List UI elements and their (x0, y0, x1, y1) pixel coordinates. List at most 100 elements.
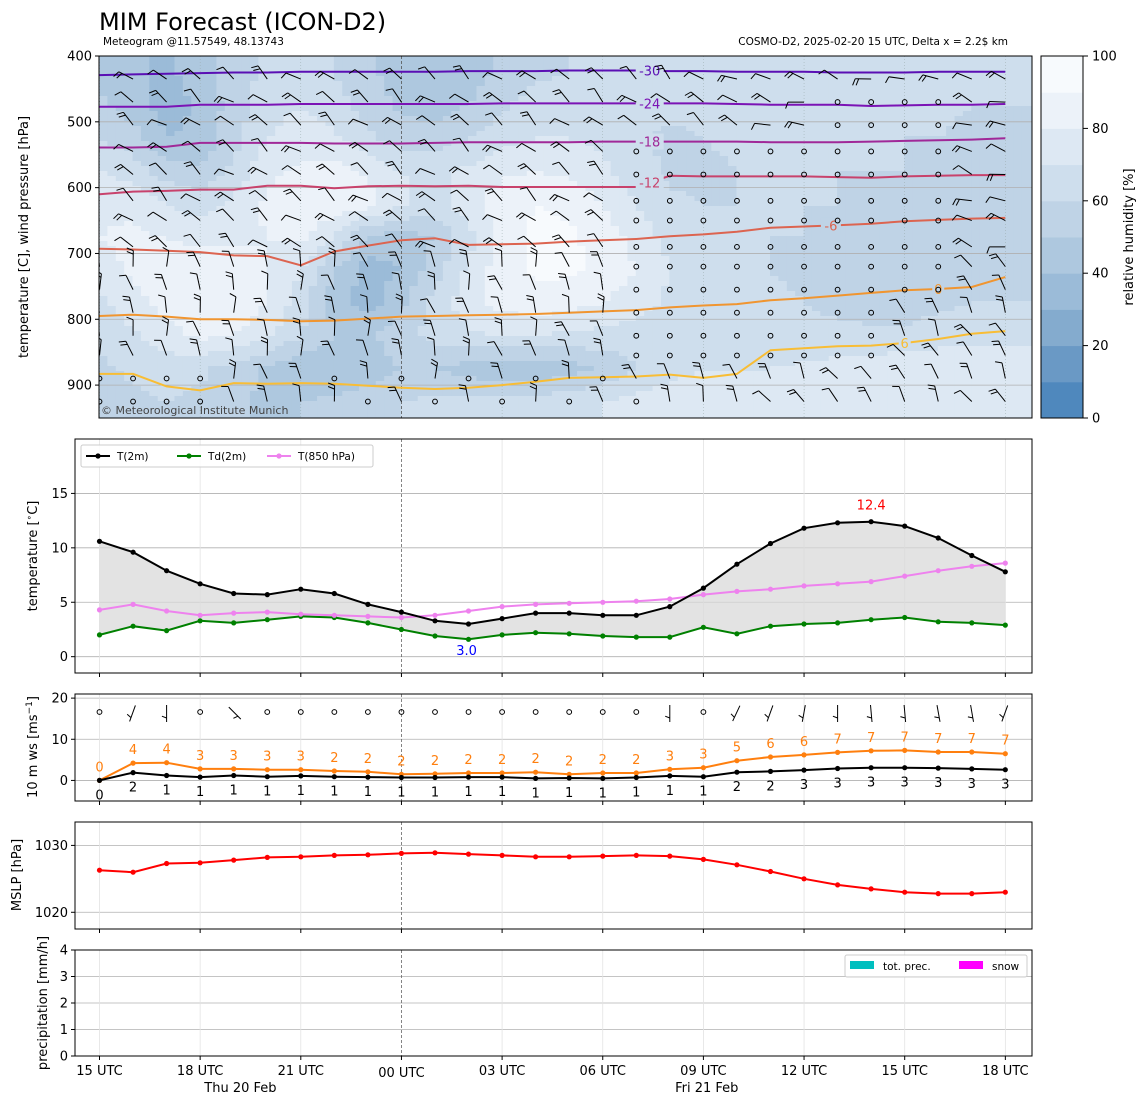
humidity-cell (828, 201, 838, 207)
humidity-cell (258, 106, 268, 112)
humidity-cell (409, 276, 419, 282)
humidity-cell (266, 91, 276, 97)
humidity-cell (216, 106, 226, 112)
humidity-cell (426, 201, 436, 207)
humidity-cell (728, 191, 738, 197)
humidity-cell (375, 166, 385, 172)
humidity-cell (577, 121, 587, 127)
humidity-cell (166, 111, 176, 117)
humidity-cell (258, 96, 268, 102)
humidity-cell (568, 181, 578, 187)
humidity-cell (115, 191, 125, 197)
humidity-cell (853, 246, 863, 252)
humidity-cell (560, 201, 570, 207)
humidity-cell (602, 66, 612, 72)
humidity-cell (660, 131, 670, 137)
humidity-cell (996, 221, 1006, 227)
humidity-cell (937, 166, 947, 172)
humidity-cell (652, 126, 662, 132)
humidity-cell (434, 201, 444, 207)
humidity-cell (937, 146, 947, 152)
humidity-cell (795, 131, 805, 137)
humidity-cell (610, 146, 620, 152)
humidity-cell (199, 121, 209, 127)
humidity-cell (627, 276, 637, 282)
humidity-cell (535, 176, 545, 182)
humidity-cell (124, 266, 134, 272)
humidity-cell (417, 61, 427, 67)
humidity-cell (786, 241, 796, 247)
humidity-cell (132, 81, 142, 87)
humidity-cell (686, 131, 696, 137)
humidity-cell (778, 206, 788, 212)
humidity-cell (342, 61, 352, 67)
humidity-cell (333, 171, 343, 177)
humidity-cell (535, 126, 545, 132)
humidity-cell (266, 56, 276, 62)
humidity-cell (736, 221, 746, 227)
humidity-cell (468, 266, 478, 272)
humidity-cell (115, 276, 125, 282)
humidity-cell (887, 221, 897, 227)
humidity-cell (426, 266, 436, 272)
humidity-cell (1021, 261, 1031, 267)
humidity-cell (619, 231, 629, 237)
humidity-cell (610, 196, 620, 202)
humidity-cell (879, 121, 889, 127)
humidity-cell (459, 191, 469, 197)
humidity-cell (208, 156, 218, 162)
humidity-cell (862, 146, 872, 152)
humidity-cell (300, 76, 310, 82)
humidity-cell (400, 236, 410, 242)
humidity-cell (728, 206, 738, 212)
humidity-cell (811, 66, 821, 72)
humidity-cell (275, 156, 285, 162)
humidity-cell (359, 116, 368, 122)
humidity-cell (593, 276, 603, 282)
humidity-cell (484, 146, 494, 152)
humidity-cell (610, 136, 620, 142)
humidity-cell (367, 96, 377, 102)
humidity-cell (249, 231, 259, 237)
humidity-cell (677, 196, 687, 202)
humidity-cell (275, 211, 285, 217)
humidity-cell (442, 106, 452, 112)
humidity-cell (619, 216, 629, 222)
humidity-cell (132, 86, 142, 92)
humidity-cell (149, 91, 159, 97)
humidity-cell (686, 271, 696, 277)
humidity-cell (652, 271, 662, 277)
humidity-cell (585, 146, 595, 152)
humidity-cell (920, 141, 930, 147)
humidity-cell (115, 226, 125, 232)
humidity-cell (669, 196, 679, 202)
humidity-cell (300, 171, 310, 177)
humidity-cell (744, 216, 754, 222)
humidity-cell (702, 191, 712, 197)
humidity-cell (149, 186, 159, 192)
humidity-cell (1013, 71, 1023, 77)
humidity-cell (853, 161, 863, 167)
humidity-cell (543, 71, 553, 77)
humidity-cell (920, 91, 930, 97)
humidity-cell (593, 241, 603, 247)
humidity-cell (602, 71, 612, 77)
humidity-cell (241, 146, 251, 152)
humidity-cell (702, 226, 712, 232)
humidity-cell (979, 81, 989, 87)
humidity-cell (895, 96, 905, 102)
humidity-cell (912, 101, 922, 107)
humidity-cell (434, 211, 444, 217)
humidity-cell (820, 261, 830, 267)
humidity-cell (317, 221, 327, 227)
humidity-cell (593, 136, 603, 142)
humidity-cell (761, 106, 771, 112)
humidity-cell (392, 81, 402, 87)
humidity-cell (191, 96, 201, 102)
humidity-cell (686, 71, 696, 77)
humidity-cell (761, 76, 771, 82)
humidity-cell (828, 156, 838, 162)
humidity-cell (384, 71, 394, 77)
humidity-cell (132, 211, 142, 217)
humidity-cell (862, 241, 872, 247)
